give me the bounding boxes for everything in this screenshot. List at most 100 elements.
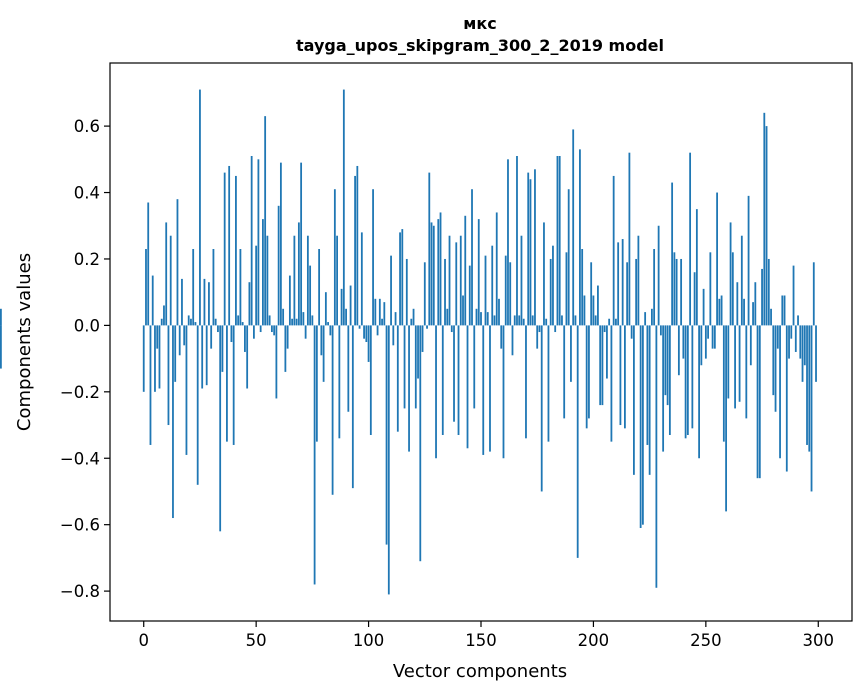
- bar: [572, 129, 575, 326]
- bar: [525, 325, 527, 439]
- bar: [754, 282, 757, 326]
- bar: [657, 225, 660, 326]
- bar: [183, 325, 186, 346]
- bar: [518, 315, 521, 326]
- bar: [288, 275, 291, 326]
- x-tick-label: 50: [246, 631, 267, 650]
- bar: [351, 325, 354, 489]
- bar: [147, 202, 150, 326]
- bar: [803, 325, 806, 366]
- bar: [686, 325, 689, 435]
- x-tick-label: 100: [353, 631, 385, 650]
- bar: [650, 308, 653, 326]
- bar: [291, 318, 294, 326]
- bar: [374, 298, 377, 326]
- bar: [462, 295, 464, 326]
- bar: [423, 262, 426, 326]
- bar: [219, 325, 222, 532]
- bar: [446, 308, 449, 326]
- bar: [262, 219, 264, 326]
- bar: [217, 325, 219, 333]
- bar: [194, 322, 197, 326]
- x-axis-ticks: 0 50 100 150 200 250 300: [138, 621, 834, 650]
- bar: [363, 325, 365, 339]
- bar: [628, 152, 631, 326]
- bar: [151, 275, 154, 326]
- bar: [567, 189, 570, 326]
- bar: [790, 325, 793, 339]
- bar: [192, 249, 195, 326]
- bar: [471, 189, 473, 326]
- bar: [199, 89, 201, 326]
- bar: [457, 325, 460, 435]
- bar: [246, 325, 249, 389]
- bar: [763, 112, 766, 326]
- bar: [196, 325, 199, 485]
- bar: [439, 212, 442, 326]
- bar: [360, 232, 363, 326]
- bar: [603, 325, 606, 333]
- bar: [502, 325, 505, 459]
- bar: [563, 325, 566, 419]
- y-tick-label: 0.4: [74, 184, 100, 203]
- bar: [621, 239, 624, 326]
- bar: [172, 325, 174, 519]
- bar: [810, 325, 813, 492]
- bar: [367, 325, 370, 362]
- bar: [504, 255, 507, 326]
- bar: [680, 258, 683, 326]
- bar: [167, 325, 170, 426]
- bar: [711, 325, 714, 349]
- bar: [594, 315, 597, 326]
- bar: [466, 325, 469, 449]
- bar: [437, 219, 440, 326]
- bar: [783, 295, 786, 326]
- bar: [154, 325, 156, 392]
- bar: [655, 325, 658, 588]
- bar: [176, 199, 179, 326]
- bar: [637, 235, 640, 326]
- bar: [570, 325, 572, 382]
- bar: [284, 325, 287, 372]
- bar: [713, 325, 716, 349]
- bar: [644, 312, 647, 326]
- bar: [480, 312, 482, 326]
- bar: [156, 325, 159, 349]
- bar: [588, 325, 590, 419]
- bar: [797, 315, 799, 326]
- bar: [545, 318, 548, 326]
- bar: [313, 325, 316, 585]
- bar: [311, 315, 314, 326]
- bar: [477, 219, 480, 326]
- bar: [376, 325, 379, 336]
- y-tick-label: −0.2: [60, 383, 100, 402]
- bar: [432, 225, 435, 326]
- bar: [785, 325, 788, 472]
- x-tick-label: 250: [690, 631, 722, 650]
- bar: [378, 298, 381, 326]
- bar: [464, 215, 467, 326]
- bar: [675, 258, 678, 326]
- bar: [538, 325, 541, 333]
- bar: [749, 325, 752, 366]
- bar: [590, 262, 593, 326]
- bar: [455, 242, 458, 326]
- bar: [556, 156, 559, 326]
- bar: [509, 262, 512, 326]
- x-axis-label: Vector components: [393, 661, 567, 682]
- bar: [592, 295, 595, 326]
- bar: [279, 162, 282, 326]
- y-tick-label: −0.6: [60, 516, 100, 535]
- bar: [779, 325, 781, 459]
- bar: [163, 305, 165, 326]
- y-tick-label: 0.6: [74, 117, 100, 136]
- bar: [417, 325, 419, 379]
- bar: [441, 325, 444, 435]
- bar: [392, 325, 395, 346]
- bar: [736, 282, 739, 326]
- bar: [309, 265, 312, 326]
- bar: [228, 165, 231, 326]
- bar: [498, 298, 500, 326]
- chart-subtitle: tayga_upos_skipgram_300_2_2019 model: [296, 36, 664, 55]
- bar: [561, 315, 563, 326]
